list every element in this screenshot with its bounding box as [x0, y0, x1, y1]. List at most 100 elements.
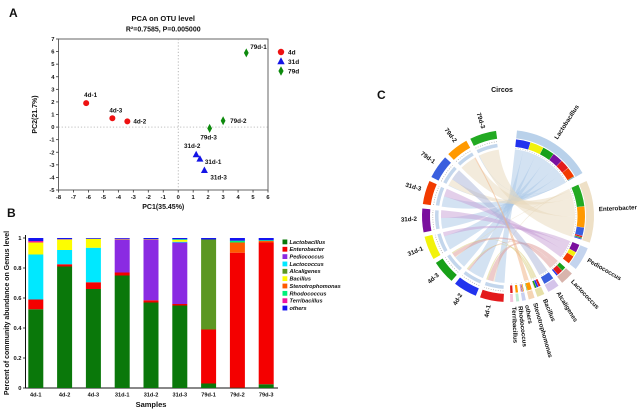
bar-category-label: 4d-1 [30, 393, 42, 399]
y-tick-label: 2 [51, 100, 54, 106]
bar-segment-Lactobacillus [258, 384, 274, 388]
pca-y-axis-label: PC2(21.7%) [32, 95, 39, 133]
circos-sample-label: 4d-3 [426, 272, 441, 286]
bar-segment-Enterobacter [258, 242, 274, 385]
bar-segment-Enterobacter [85, 282, 101, 289]
panel-c-label: C [377, 88, 386, 102]
genus-abundance-barchart: 0 0.2 0.4 0.6 0.8 1 4d-1 4d-2 4d-3 31d-1 31d-2 31d-… [4, 231, 341, 409]
pca-x-axis-label: PC1(35.45%) [142, 204, 184, 211]
bar-legend-swatch [282, 239, 288, 245]
circos-ribbon-79d-1-Alcaligenes [452, 170, 548, 276]
circos-genus-stack [574, 235, 582, 239]
circos-genus-stack [557, 262, 566, 271]
circos-genus-label: Rhodococcus [516, 306, 528, 348]
legend-marker-31d [277, 57, 285, 65]
bar-segment-Lactococcus [85, 247, 101, 283]
circos-tick-arc [455, 150, 472, 162]
circos-sample-ruler [435, 210, 440, 230]
circos-genus-stack [567, 176, 575, 181]
circos-genus-band-others [520, 292, 526, 301]
circos-title: Circos [491, 87, 513, 94]
bar-segment-others [85, 238, 101, 239]
circos-genus-label: others [523, 304, 534, 324]
pca-point-4d-1 [83, 100, 90, 107]
bar-y-tick-label: 1 [18, 236, 22, 242]
bar-legend-label: Alcaligenes [289, 269, 321, 275]
x-tick-label: -3 [131, 195, 137, 201]
bar-legend-swatch [282, 261, 288, 267]
circos-sample-arc-79d-3 [470, 130, 498, 146]
circos-genus-band-Terribacillus [510, 293, 514, 302]
circos-genus-stack [539, 147, 554, 160]
circos-genus-stack [532, 280, 537, 289]
pca-point-label: 31d-2 [184, 143, 201, 150]
bar-legend-label: Enterobacter [290, 247, 325, 253]
circos-ribbon-4d-2-Lactococcus [467, 241, 555, 271]
circos-sample-label: 79d-2 [443, 127, 459, 145]
circos-sample-arc-79d-1 [431, 157, 451, 181]
circos-genus-stack [520, 284, 522, 292]
circos-genus-stack [525, 283, 528, 291]
circos-sample-arc-31d-2 [422, 208, 432, 233]
bar-segment-others [229, 238, 245, 241]
y-tick-label: -2 [49, 150, 54, 156]
bar-segment-Lactococcus [28, 254, 44, 300]
x-tick-label: -6 [86, 195, 92, 201]
bar-segment-Rhodococcus [258, 240, 274, 241]
bar-segment-others [201, 238, 217, 240]
bar-legend-label: Rhodococcus [290, 291, 327, 297]
circos-sample-arc-31d-1 [424, 234, 441, 259]
circos-tick-arc [550, 261, 559, 269]
legend-marker-4d [277, 48, 285, 56]
bar-segment-Bacillus [28, 242, 44, 255]
circos-genus-stack [525, 282, 532, 291]
circos-genus-stack [515, 139, 531, 150]
circos-ribbon-79d-2-Stenotrophomonas [474, 157, 529, 282]
circos-tick-arc [432, 210, 435, 230]
bar-segment-Enterobacter [201, 329, 217, 384]
circos-genus-band-Stenotrophomonas [526, 290, 535, 300]
circos-genus-stack [576, 206, 585, 228]
pca-point-4d-3 [109, 115, 116, 122]
circos-genus-band-Lactobacillus [516, 130, 583, 177]
circos-sample-ruler [447, 254, 462, 271]
bar-category-label: 79d-2 [230, 393, 245, 399]
panel-a-label: A [9, 6, 18, 20]
circos-sample-label: 31d-1 [407, 245, 425, 258]
circos-genus-stack [571, 184, 585, 208]
x-tick-label: 1 [192, 195, 196, 201]
circos-sample-ruler [435, 186, 445, 206]
circos-genus-stack [531, 281, 535, 289]
bar-legend-label: Bacillus [290, 277, 311, 283]
bar-segment-Enterobacter [229, 252, 245, 388]
pca-point-label: 4d-1 [84, 92, 97, 99]
x-tick-label: 6 [266, 195, 270, 201]
pca-point-79d-3 [207, 123, 213, 133]
bar-segment-Lactobacillus [143, 302, 159, 388]
bar-y-tick-label: 0.8 [13, 266, 22, 272]
bar-segment-others [114, 238, 130, 239]
circos-genus-label: Terribacillus [510, 307, 519, 344]
bar-segment-Lactobacillus [201, 383, 217, 388]
circos-tick-arc [561, 241, 572, 258]
pca-point-4d-2 [124, 118, 131, 125]
circos-genus-stack [575, 226, 585, 236]
circos-tick-arc [524, 280, 529, 283]
y-tick-label: -1 [49, 138, 55, 144]
bar-legend-label: Terribacillus [290, 299, 323, 305]
bar-segment-Stenotrophomonas [258, 241, 274, 243]
y-tick-label: 4 [51, 75, 55, 81]
circos-tick-arc [433, 185, 440, 205]
circos-genus-band-Rhodococcus [515, 293, 520, 302]
circos-genus-label: Alcaligenes [555, 291, 579, 324]
bar-segment-Bacillus [85, 238, 101, 248]
circos-sample-ruler [457, 152, 474, 166]
bar-segment-Enterobacter [28, 299, 44, 310]
pca-point-31d-1 [196, 155, 204, 162]
bar-segment-Lactobacillus [57, 266, 73, 388]
bar-segment-Rhodococcus [229, 240, 245, 243]
bar-segment-Bacillus [57, 239, 73, 250]
circos-genus-stack [549, 154, 562, 167]
